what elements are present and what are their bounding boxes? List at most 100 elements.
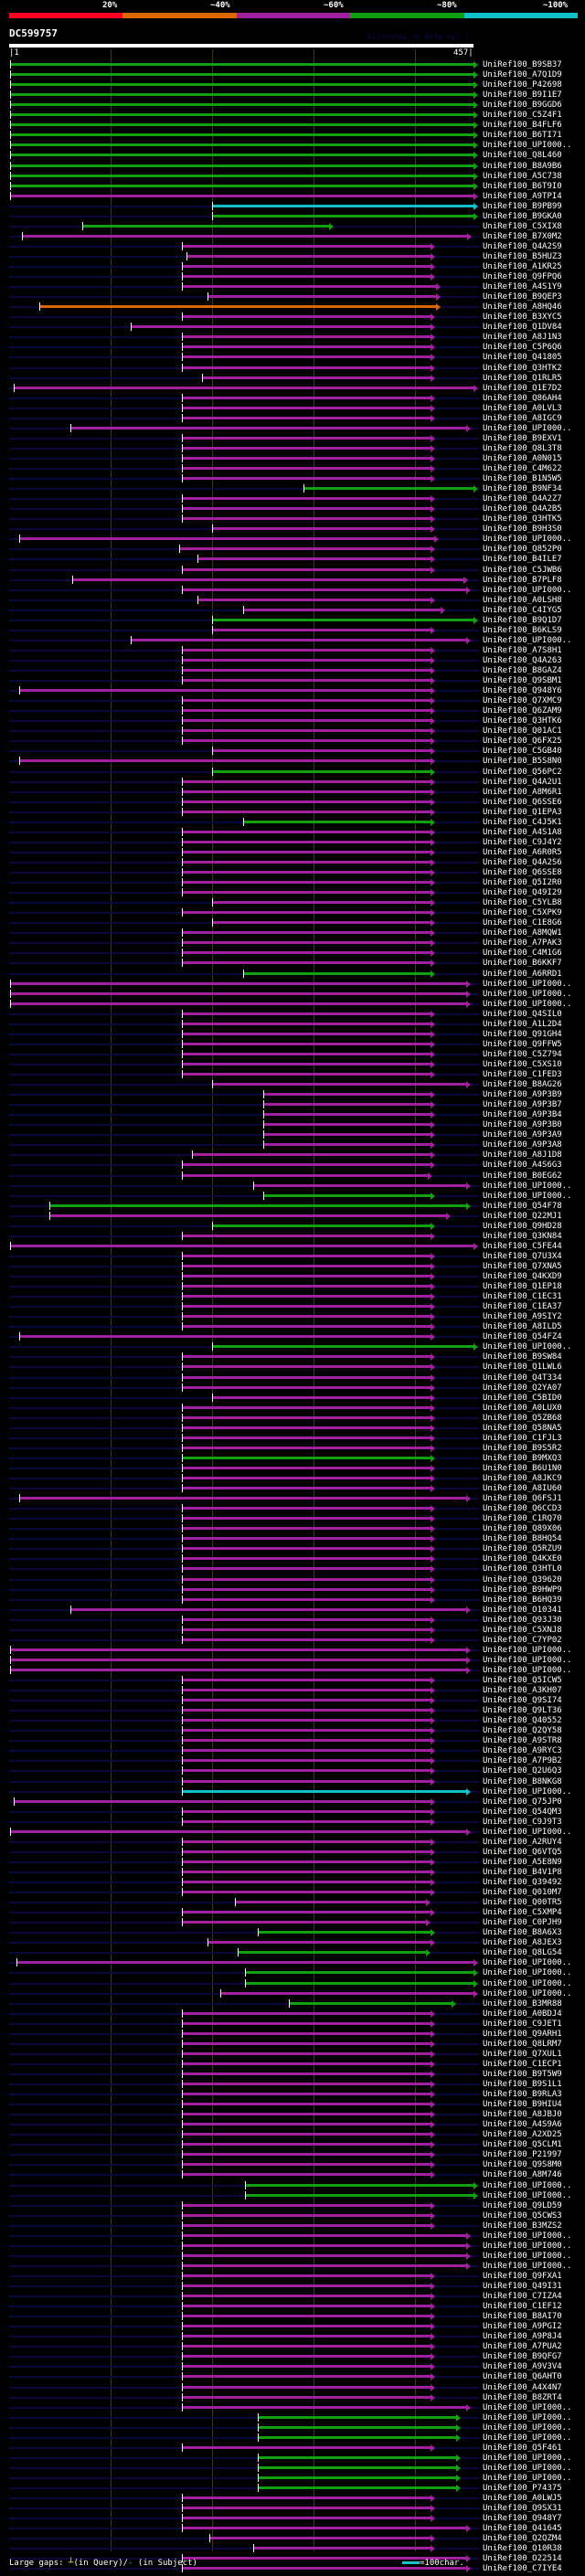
hit-row[interactable]: UniRef100_Q3HTK6 [0,716,585,726]
alignment-bar[interactable] [131,325,431,329]
hit-row[interactable]: UniRef100_Q22MJ1 [0,1211,585,1222]
hit-row[interactable]: UniRef100_Q75JP0 [0,1797,585,1807]
alignment-bar[interactable] [19,689,431,693]
hit-row[interactable]: UniRef100_Q9SX31 [0,2504,585,2514]
hit-row[interactable]: UniRef100_Q56PC2 [0,767,585,778]
hit-row[interactable]: UniRef100_UPI000.. [0,1786,585,1797]
hit-row[interactable]: UniRef100_C1EF12 [0,2302,585,2312]
hit-label[interactable]: UniRef100_Q00TR5 [483,1898,562,1908]
hit-row[interactable]: UniRef100_C4M1G6 [0,949,585,959]
alignment-bar[interactable] [10,93,473,97]
hit-label[interactable]: UniRef100_UPI000.. [483,2261,572,2271]
alignment-bar[interactable] [258,2455,457,2459]
alignment-bar[interactable] [181,2305,431,2308]
hit-label[interactable]: UniRef100_A8M6R1 [483,787,562,797]
hit-label[interactable]: UniRef100_P42698 [483,80,562,90]
alignment-bar[interactable] [181,1073,431,1076]
hit-row[interactable]: UniRef100_Q9LD59 [0,2200,585,2211]
hit-row[interactable]: UniRef100_UPI000.. [0,1978,585,1989]
alignment-bar[interactable] [10,1244,473,1247]
hit-label[interactable]: UniRef100_O22514 [483,2554,562,2564]
hit-row[interactable]: UniRef100_Q5CWS3 [0,2210,585,2221]
hit-row[interactable]: UniRef100_Q89X06 [0,1524,585,1534]
alignment-bar[interactable] [181,507,431,511]
hit-row[interactable]: UniRef100_B4FLF6 [0,121,585,131]
hit-row[interactable]: UniRef100_P74375 [0,2484,585,2494]
hit-row[interactable]: UniRef100_Q7XNA5 [0,1261,585,1272]
hit-row[interactable]: UniRef100_Q010M7 [0,1888,585,1898]
alignment-bar[interactable] [181,1305,431,1309]
alignment-bar[interactable] [181,2335,431,2338]
hit-label[interactable]: UniRef100_Q7XUL1 [483,2049,562,2059]
alignment-bar[interactable] [10,1829,467,1833]
hit-row[interactable]: UniRef100_Q1E7D2 [0,383,585,394]
hit-label[interactable]: UniRef100_Q2YA07 [483,1383,562,1393]
alignment-bar[interactable] [181,1679,431,1681]
alignment-bar[interactable] [69,426,467,429]
hit-label[interactable]: UniRef100_Q9S8M0 [483,2160,562,2170]
hit-label[interactable]: UniRef100_Q1DV84 [483,323,562,333]
alignment-bar[interactable] [181,2405,467,2409]
alignment-bar[interactable] [10,174,473,177]
hit-label[interactable]: UniRef100_C5YLB8 [483,898,562,908]
hit-row[interactable]: UniRef100_UPI000.. [0,2190,585,2201]
hit-label[interactable]: UniRef100_A7PAK3 [483,938,562,949]
hit-label[interactable]: UniRef100_Q7XNA5 [483,1261,562,1271]
hit-label[interactable]: UniRef100_UPI000.. [483,1958,572,1968]
alignment-bar[interactable] [181,1062,431,1065]
hit-row[interactable]: UniRef100_Q948Y7 [0,2514,585,2524]
alignment-bar[interactable] [39,305,436,309]
hit-label[interactable]: UniRef100_B9QFG7 [483,2352,562,2362]
hit-row[interactable]: UniRef100_B6TI71 [0,131,585,141]
alignment-bar[interactable] [208,2537,431,2540]
alignment-bar[interactable] [262,1133,431,1137]
hit-row[interactable]: UniRef100_B4ILE7 [0,555,585,565]
hit-label[interactable]: UniRef100_C9J9T3 [483,1817,562,1827]
hit-label[interactable]: UniRef100_C1EF12 [483,2302,562,2312]
hit-row[interactable]: UniRef100_A4S1Y9 [0,282,585,292]
hit-row[interactable]: UniRef100_A0LVL3 [0,403,585,414]
alignment-bar[interactable] [71,578,463,581]
alignment-bar[interactable] [181,1517,431,1521]
hit-label[interactable]: UniRef100_A9P3A8 [483,1140,562,1150]
hit-row[interactable]: UniRef100_A9STR8 [0,1736,585,1746]
alignment-bar[interactable] [212,204,473,207]
alignment-bar[interactable] [181,951,431,955]
alignment-bar[interactable] [244,2183,473,2187]
hit-label[interactable]: UniRef100_Q54FZ4 [483,1332,562,1342]
hit-label[interactable]: UniRef100_B6KLS9 [483,625,562,635]
hit-label[interactable]: UniRef100_A9PGI2 [483,2322,562,2332]
hit-label[interactable]: UniRef100_A0LSH8 [483,595,562,605]
alignment-bar[interactable] [181,1012,431,1015]
hit-label[interactable]: UniRef100_B5S8N0 [483,757,562,767]
hit-row[interactable]: UniRef100_Q7XUL1 [0,2049,585,2060]
hit-label[interactable]: UniRef100_UPI000.. [483,535,572,545]
alignment-bar[interactable] [234,1901,426,1904]
hit-label[interactable]: UniRef100_C7YP02 [483,1635,562,1645]
alignment-bar[interactable] [10,143,473,147]
hit-label[interactable]: UniRef100_A8IU60 [483,1484,562,1494]
alignment-bar[interactable] [181,1405,431,1409]
hit-row[interactable]: UniRef100_P42698 [0,80,585,90]
hit-row[interactable]: UniRef100_A8JKC9 [0,1474,585,1484]
hit-row[interactable]: UniRef100_B9QEP3 [0,292,585,302]
alignment-bar[interactable] [181,2051,431,2055]
hit-label[interactable]: UniRef100_Q93J30 [483,1615,562,1625]
alignment-bar[interactable] [181,446,431,450]
hit-label[interactable]: UniRef100_UPI000.. [483,2190,572,2200]
hit-row[interactable]: UniRef100_B8A6X3 [0,1928,585,1938]
alignment-bar[interactable] [181,2123,431,2126]
alignment-bar[interactable] [212,527,431,531]
hit-label[interactable]: UniRef100_Q010M7 [483,1888,562,1898]
hit-row[interactable]: UniRef100_C5XPK9 [0,908,585,918]
hit-label[interactable]: UniRef100_Q948Y6 [483,686,562,696]
hit-row[interactable]: UniRef100_Q8LG54 [0,1948,585,1958]
alignment-bar[interactable] [181,285,436,289]
hit-row[interactable]: UniRef100_B9RLA3 [0,2090,585,2100]
hit-label[interactable]: UniRef100_A5C738 [483,171,562,181]
hit-label[interactable]: UniRef100_A9P3B0 [483,1120,562,1130]
hit-label[interactable]: UniRef100_C4J5K1 [483,817,562,827]
alignment-bar[interactable] [10,103,473,107]
hit-row[interactable]: UniRef100_Q4A263 [0,655,585,666]
hit-row[interactable]: UniRef100_Q948Y6 [0,686,585,696]
